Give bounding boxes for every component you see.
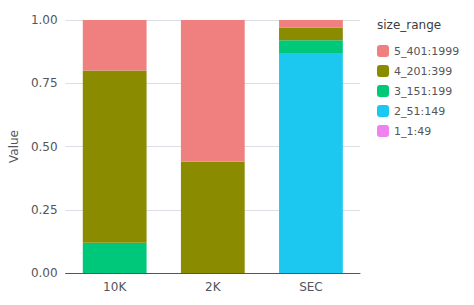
svg-text:size_range: size_range (377, 18, 441, 32)
svg-text:4_201:399: 4_201:399 (394, 65, 452, 78)
svg-text:0.00: 0.00 (31, 266, 58, 280)
svg-text:0.50: 0.50 (31, 140, 58, 154)
svg-text:0.25: 0.25 (31, 203, 58, 217)
svg-text:10K: 10K (103, 280, 127, 294)
svg-text:0.75: 0.75 (31, 76, 58, 90)
svg-text:3_151:199: 3_151:199 (394, 85, 452, 98)
svg-text:1_1:49: 1_1:49 (394, 125, 431, 138)
svg-text:2_51:149: 2_51:149 (394, 105, 445, 118)
svg-text:2K: 2K (205, 280, 222, 294)
svg-text:SEC: SEC (299, 280, 323, 294)
svg-text:Value: Value (7, 130, 21, 163)
svg-text:1.00: 1.00 (31, 13, 58, 27)
svg-text:5_401:1999: 5_401:1999 (394, 45, 459, 58)
